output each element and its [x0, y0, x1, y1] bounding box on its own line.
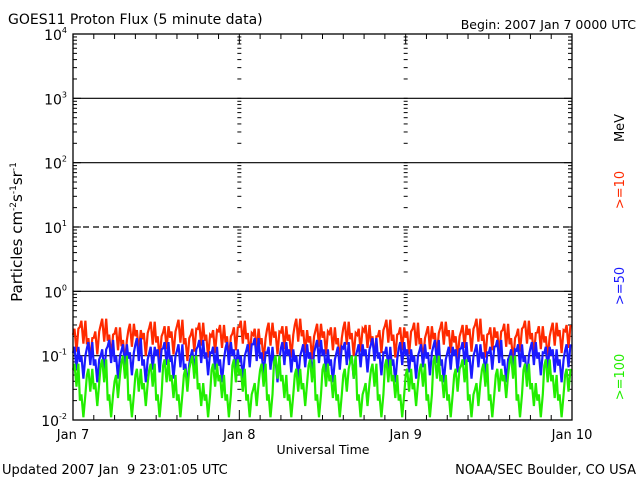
y-tick-label: 103 — [44, 90, 67, 108]
y-axis-label-s: s — [8, 194, 26, 202]
series-line-100 — [71, 355, 572, 418]
y-tick-base: 10 — [44, 221, 62, 237]
legend-ge100: >=100 — [613, 354, 628, 401]
chart-title: GOES11 Proton Flux (5 minute data) — [8, 12, 263, 28]
y-tick-label: 100 — [44, 283, 67, 301]
y-axis-label-sup: -1 — [9, 185, 19, 194]
x-tick-label: Jan 8 — [222, 428, 255, 443]
y-tick-base: 10 — [44, 92, 62, 108]
y-axis-label-sup: -1 — [9, 162, 19, 171]
axis-ticks — [72, 34, 573, 421]
y-tick-exponent: 0 — [62, 283, 67, 292]
y-tick-exponent: -2 — [59, 412, 67, 421]
y-tick-exponent: -1 — [59, 348, 67, 357]
data-series — [71, 318, 572, 418]
x-axis-label: Universal Time — [277, 442, 370, 457]
y-tick-base: 10 — [44, 157, 62, 173]
legend-ge50: >=50 — [613, 267, 628, 305]
y-tick-label: 10-1 — [41, 348, 67, 366]
y-tick-label: 104 — [44, 26, 67, 44]
x-tick-label: Jan 9 — [388, 428, 421, 443]
x-tick-label: Jan 7 — [56, 428, 89, 443]
y-tick-exponent: 1 — [62, 219, 67, 228]
series-line-10 — [71, 318, 572, 364]
y-tick-exponent: 2 — [62, 155, 67, 164]
y-axis-label-sup: -2 — [9, 202, 19, 211]
y-tick-base: 10 — [41, 350, 59, 366]
y-axis-label: Particles cm-2s-1sr-1 — [8, 162, 26, 302]
y-tick-exponent: 3 — [62, 90, 67, 99]
y-tick-label: 10-2 — [41, 412, 67, 430]
x-tick-label: Jan 10 — [551, 428, 593, 443]
y-tick-base: 10 — [41, 414, 59, 430]
begin-time: Begin: 2007 Jan 7 0000 UTC — [461, 17, 637, 32]
y-tick-label: 102 — [44, 155, 67, 173]
x-tick-labels: Jan 7 Jan 8 Jan 9 Jan 10 — [56, 428, 593, 443]
y-tick-exponent: 4 — [62, 26, 67, 35]
legend-unit-mev: MeV — [613, 114, 628, 142]
y-tick-base: 10 — [44, 28, 62, 44]
y-tick-base: 10 — [44, 285, 62, 301]
plot-frame — [72, 33, 573, 421]
credit: NOAA/SEC Boulder, CO USA — [455, 463, 636, 478]
y-tick-label: 101 — [44, 219, 67, 237]
y-axis-label-main: Particles cm — [8, 211, 26, 302]
y-axis-label-sr: sr — [8, 170, 26, 185]
gridlines — [73, 97, 572, 357]
legend-ge10: >=10 — [613, 171, 628, 209]
updated-timestamp: Updated 2007 Jan 9 23:01:05 UTC — [2, 463, 228, 478]
series-line-50 — [71, 337, 572, 387]
